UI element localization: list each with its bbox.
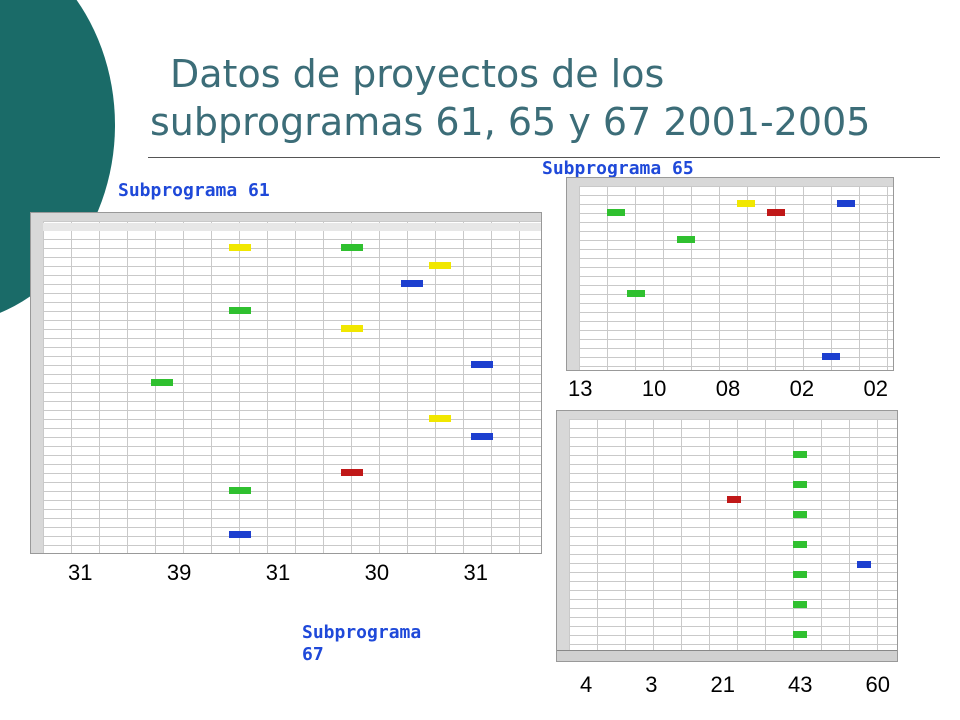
- count-value: 13: [568, 376, 593, 401]
- title-line-2: subprogramas 61, 65 y 67 2001-2005: [150, 100, 871, 144]
- cell-red: [727, 496, 741, 503]
- label-subprograma-65: Subprograma 65: [542, 158, 694, 179]
- spreadsheet-sub61: [30, 212, 542, 554]
- cell-blue: [471, 361, 493, 368]
- cell-yellow: [429, 262, 451, 269]
- count-value: 60: [865, 672, 890, 697]
- cell-yellow: [341, 325, 363, 332]
- sheet-grid: [569, 419, 897, 661]
- label-subprograma-61: Subprograma 61: [118, 180, 270, 201]
- title-line-1: Datos de proyectos de los: [170, 52, 665, 96]
- count-value: 08: [715, 376, 741, 401]
- counts-sub67: 4 3 21 43 60: [580, 672, 890, 698]
- counts-sub61: 31 39 31 30 31: [68, 560, 488, 586]
- count-value: 39: [166, 560, 192, 585]
- cell-blue: [229, 531, 251, 538]
- count-value: 43: [787, 672, 813, 697]
- label-line: 67: [302, 644, 324, 665]
- cell-green: [793, 571, 807, 578]
- count-value: 3: [645, 672, 658, 697]
- cell-green: [341, 244, 363, 251]
- cell-green: [793, 481, 807, 488]
- cell-green: [793, 511, 807, 518]
- sheet-title-band: [43, 223, 541, 231]
- cell-green: [793, 541, 807, 548]
- cell-green: [793, 601, 807, 608]
- cell-blue: [471, 433, 493, 440]
- title-divider: [148, 157, 940, 158]
- count-value: 31: [68, 560, 93, 585]
- cell-green: [229, 307, 251, 314]
- cell-blue: [857, 561, 871, 568]
- sheet-tabs[interactable]: [557, 650, 897, 661]
- cell-green: [793, 451, 807, 458]
- cell-blue: [837, 200, 855, 207]
- cell-red: [767, 209, 785, 216]
- cell-green: [229, 487, 251, 494]
- count-value: 4: [580, 672, 593, 697]
- cell-green: [793, 631, 807, 638]
- cell-green: [151, 379, 173, 386]
- counts-sub65: 13 10 08 02 02: [568, 376, 888, 402]
- count-value: 31: [463, 560, 488, 585]
- page-title: Datos de proyectos de los subprogramas 6…: [150, 50, 930, 146]
- cell-red: [341, 469, 363, 476]
- cell-yellow: [429, 415, 451, 422]
- cell-green: [627, 290, 645, 297]
- label-subprograma-67: Subprograma 67: [302, 622, 421, 666]
- count-value: 31: [265, 560, 291, 585]
- cell-blue: [401, 280, 423, 287]
- count-value: 02: [789, 376, 815, 401]
- spreadsheet-sub65: [566, 177, 894, 371]
- cell-green: [677, 236, 695, 243]
- count-value: 02: [863, 376, 888, 401]
- cell-blue: [822, 353, 840, 360]
- cell-yellow: [229, 244, 251, 251]
- count-value: 10: [641, 376, 667, 401]
- count-value: 21: [710, 672, 735, 697]
- cell-green: [607, 209, 625, 216]
- label-line: Subprograma: [302, 622, 422, 643]
- spreadsheet-sub67: [556, 410, 898, 662]
- sheet-grid: [579, 186, 893, 370]
- sheet-grid: [43, 221, 541, 553]
- cell-yellow: [737, 200, 755, 207]
- count-value: 30: [364, 560, 390, 585]
